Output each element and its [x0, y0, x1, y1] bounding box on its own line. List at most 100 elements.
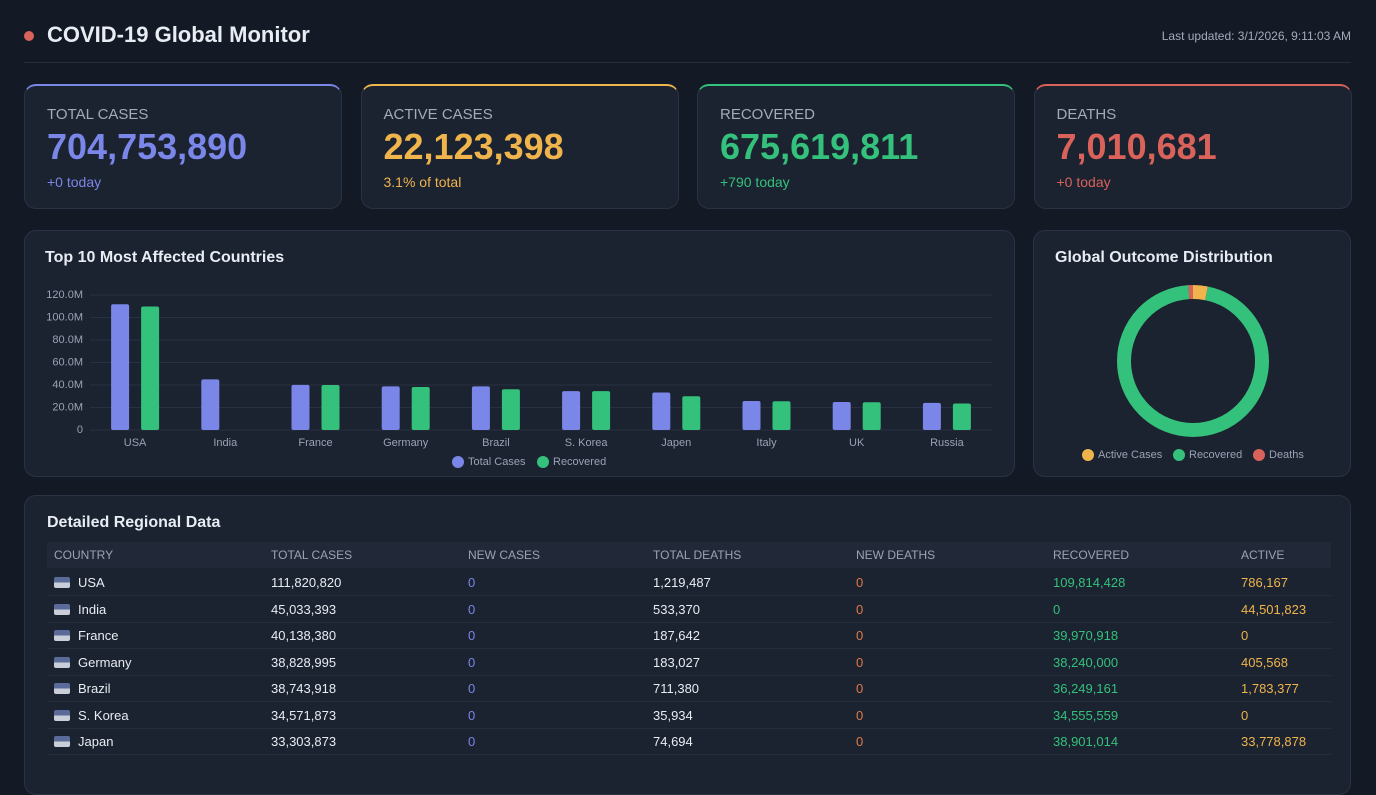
table-cell: 0	[468, 601, 476, 617]
row-divider	[47, 595, 1331, 596]
table-cell: 1,219,487	[653, 575, 711, 590]
table-cell: 0	[1053, 601, 1061, 617]
table-cell: 35,934	[653, 707, 693, 723]
bar	[411, 386, 430, 430]
table-cell: 0	[468, 681, 476, 696]
table-cell: 33,778,878	[1241, 734, 1307, 749]
donut-slice	[1117, 285, 1269, 437]
table-cell: 405,568	[1241, 654, 1288, 670]
bar	[682, 396, 701, 430]
table-cell: 0	[856, 601, 864, 617]
stat-label: RECOVERED	[720, 106, 816, 123]
stat-label: DEATHS	[1056, 106, 1117, 123]
bar	[742, 400, 761, 430]
table-cell: 44,501,823	[1241, 601, 1307, 617]
table-cell: 0	[468, 734, 476, 749]
bar	[562, 391, 581, 430]
legend-label: Recovered	[553, 456, 606, 468]
table-cell: 39,970,918	[1053, 628, 1119, 643]
column-header: RECOVERED	[1053, 548, 1130, 562]
bar	[862, 402, 881, 430]
table-cell: 0	[856, 654, 864, 670]
x-tick-label: UK	[849, 437, 865, 449]
legend-swatch	[1082, 449, 1094, 461]
stat-card: TOTAL CASES 704,753,890 +0 today	[24, 84, 342, 209]
x-tick-label: Japen	[661, 437, 691, 449]
country-name: India	[78, 601, 107, 617]
country-name: Brazil	[78, 681, 111, 696]
table-title: Detailed Regional Data	[47, 514, 221, 531]
x-tick-label: Italy	[756, 437, 777, 449]
table-cell: 0	[468, 654, 476, 670]
bar	[832, 401, 851, 430]
table-cell: 74,694	[653, 734, 693, 749]
table-cell: 109,814,428	[1053, 575, 1126, 590]
column-header: NEW DEATHS	[856, 548, 936, 562]
table-cell: 40,138,380	[271, 628, 337, 643]
table-cell: 38,828,995	[271, 654, 337, 670]
bar	[952, 403, 971, 430]
table-cell: 0	[856, 734, 864, 749]
page: COVID-19 Global Monitor Last updated: 3/…	[24, 22, 1352, 795]
row-divider	[47, 674, 1331, 676]
legend-swatch	[1173, 449, 1185, 461]
flag-icon	[54, 709, 70, 721]
bar	[592, 391, 611, 430]
flag-icon	[54, 603, 70, 615]
flag-icon	[54, 630, 70, 641]
table-cell: 0	[1241, 707, 1249, 723]
flag-icon	[54, 656, 70, 668]
row-divider	[47, 648, 1331, 649]
bar	[772, 401, 791, 430]
table-cell: 45,033,393	[271, 601, 337, 617]
country-name: Germany	[78, 654, 132, 670]
table-cell: 38,240,000	[1053, 654, 1119, 670]
table-cell: 38,901,014	[1053, 734, 1119, 749]
column-header: COUNTRY	[54, 548, 114, 562]
bar	[111, 304, 130, 430]
table-cell: 183,027	[653, 654, 700, 670]
chart-title: Top 10 Most Affected Countries	[45, 249, 284, 266]
bar	[321, 385, 340, 430]
table-header-bg	[47, 542, 1331, 568]
charts: Top 10 Most Affected Countries 0 20.0M 40.0…	[45, 249, 1304, 468]
stat-card: DEATHS 7,010,681 +0 today	[1033, 84, 1352, 209]
legend-label: Deaths	[1269, 449, 1304, 461]
x-tick-label: S. Korea	[565, 437, 609, 449]
table-cell: 0	[856, 707, 864, 723]
country-name: USA	[78, 575, 105, 590]
table-card: Detailed Regional Data COUNTRY TOTAL CASE…	[24, 495, 1351, 795]
stat-card: RECOVERED 675,619,811 +790 today	[697, 84, 1015, 209]
x-tick-label: Germany	[383, 437, 429, 449]
table-cell: 34,571,873	[271, 707, 337, 723]
table-cell: 786,167	[1241, 575, 1288, 590]
table-cell: 36,249,161	[1053, 681, 1119, 696]
stat-label: TOTAL CASES	[47, 106, 149, 123]
y-tick-label: 40.0M	[52, 379, 83, 391]
stat-sub: +790 today	[720, 174, 790, 190]
table-cell: 0	[856, 628, 864, 643]
y-tick-label: 80.0M	[52, 334, 83, 346]
stat-sub: 3.1% of total	[383, 174, 462, 190]
page-title: COVID-19 Global Monitor	[47, 22, 310, 47]
divider	[24, 62, 1351, 63]
flag-icon	[54, 736, 70, 747]
table-cell: 33,303,873	[271, 734, 337, 749]
table-cell: 111,820,820	[271, 575, 342, 590]
x-tick-label: USA	[124, 437, 147, 449]
y-tick-label: 100.0M	[46, 311, 83, 323]
legend-label: Total Cases	[468, 456, 526, 468]
x-tick-label: Russia	[930, 437, 965, 449]
table-cell: 711,380	[653, 681, 700, 696]
donut-slice	[1117, 285, 1269, 437]
table-cell: 1,783,377	[1241, 681, 1299, 696]
table-cell: 533,370	[653, 601, 700, 617]
last-updated: Last updated: 3/1/2026, 9:11:03 AM	[1161, 29, 1351, 43]
column-header: ACTIVE	[1241, 548, 1285, 562]
bar	[922, 402, 941, 430]
bar	[141, 306, 160, 430]
x-tick-label: Brazil	[482, 437, 510, 449]
row-divider	[47, 701, 1331, 702]
chart-title: Global Outcome Distribution	[1055, 249, 1273, 266]
column-header: NEW CASES	[468, 548, 541, 562]
